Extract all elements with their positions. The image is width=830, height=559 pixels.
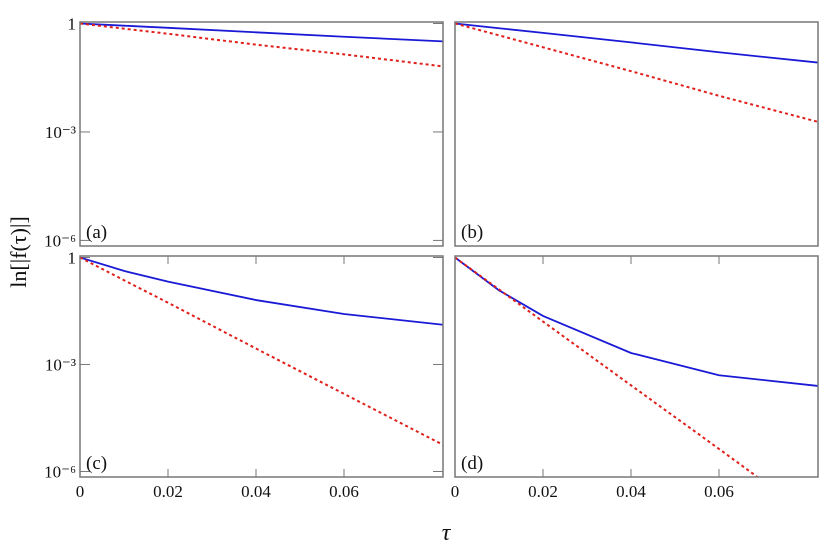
- series-line: [80, 256, 443, 326]
- series-line: [455, 22, 818, 64]
- x-tick-label: 0: [451, 482, 460, 501]
- series-line: [455, 256, 760, 477]
- panel-label: (b): [461, 222, 483, 243]
- x-tick-label: 0.04: [616, 482, 646, 501]
- plot-frame: [79, 255, 444, 478]
- series-line: [455, 22, 818, 123]
- series-line: [80, 256, 443, 446]
- panel-label: (d): [461, 453, 483, 474]
- y-tick-label: 1: [68, 14, 77, 33]
- x-axis-label: τ: [442, 520, 452, 546]
- y-tick-label: 10⁻³: [45, 123, 76, 142]
- x-tick-label: 0.04: [241, 482, 271, 501]
- y-tick-label: 10⁻³: [45, 355, 76, 374]
- x-tick-label: 0.06: [329, 482, 359, 501]
- series-line: [80, 22, 443, 43]
- panel-label: (c): [86, 453, 107, 474]
- plot-frame: [79, 21, 444, 247]
- x-tick-label: 0.02: [528, 482, 558, 501]
- y-tick-label: 10⁻⁶: [44, 231, 76, 250]
- x-tick-label: 0.02: [153, 482, 183, 501]
- y-axis-label: ln[|f(τ)|]: [6, 216, 31, 287]
- series-line: [80, 22, 443, 68]
- x-tick-label: 0.06: [704, 482, 734, 501]
- panel-label: (a): [86, 222, 107, 243]
- y-tick-label: 10⁻⁶: [44, 462, 76, 481]
- series-line: [455, 256, 818, 387]
- plot-frame: [454, 255, 819, 478]
- y-tick-label: 1: [68, 248, 77, 267]
- plot-frame: [454, 21, 819, 247]
- x-tick-label: 0: [76, 482, 85, 501]
